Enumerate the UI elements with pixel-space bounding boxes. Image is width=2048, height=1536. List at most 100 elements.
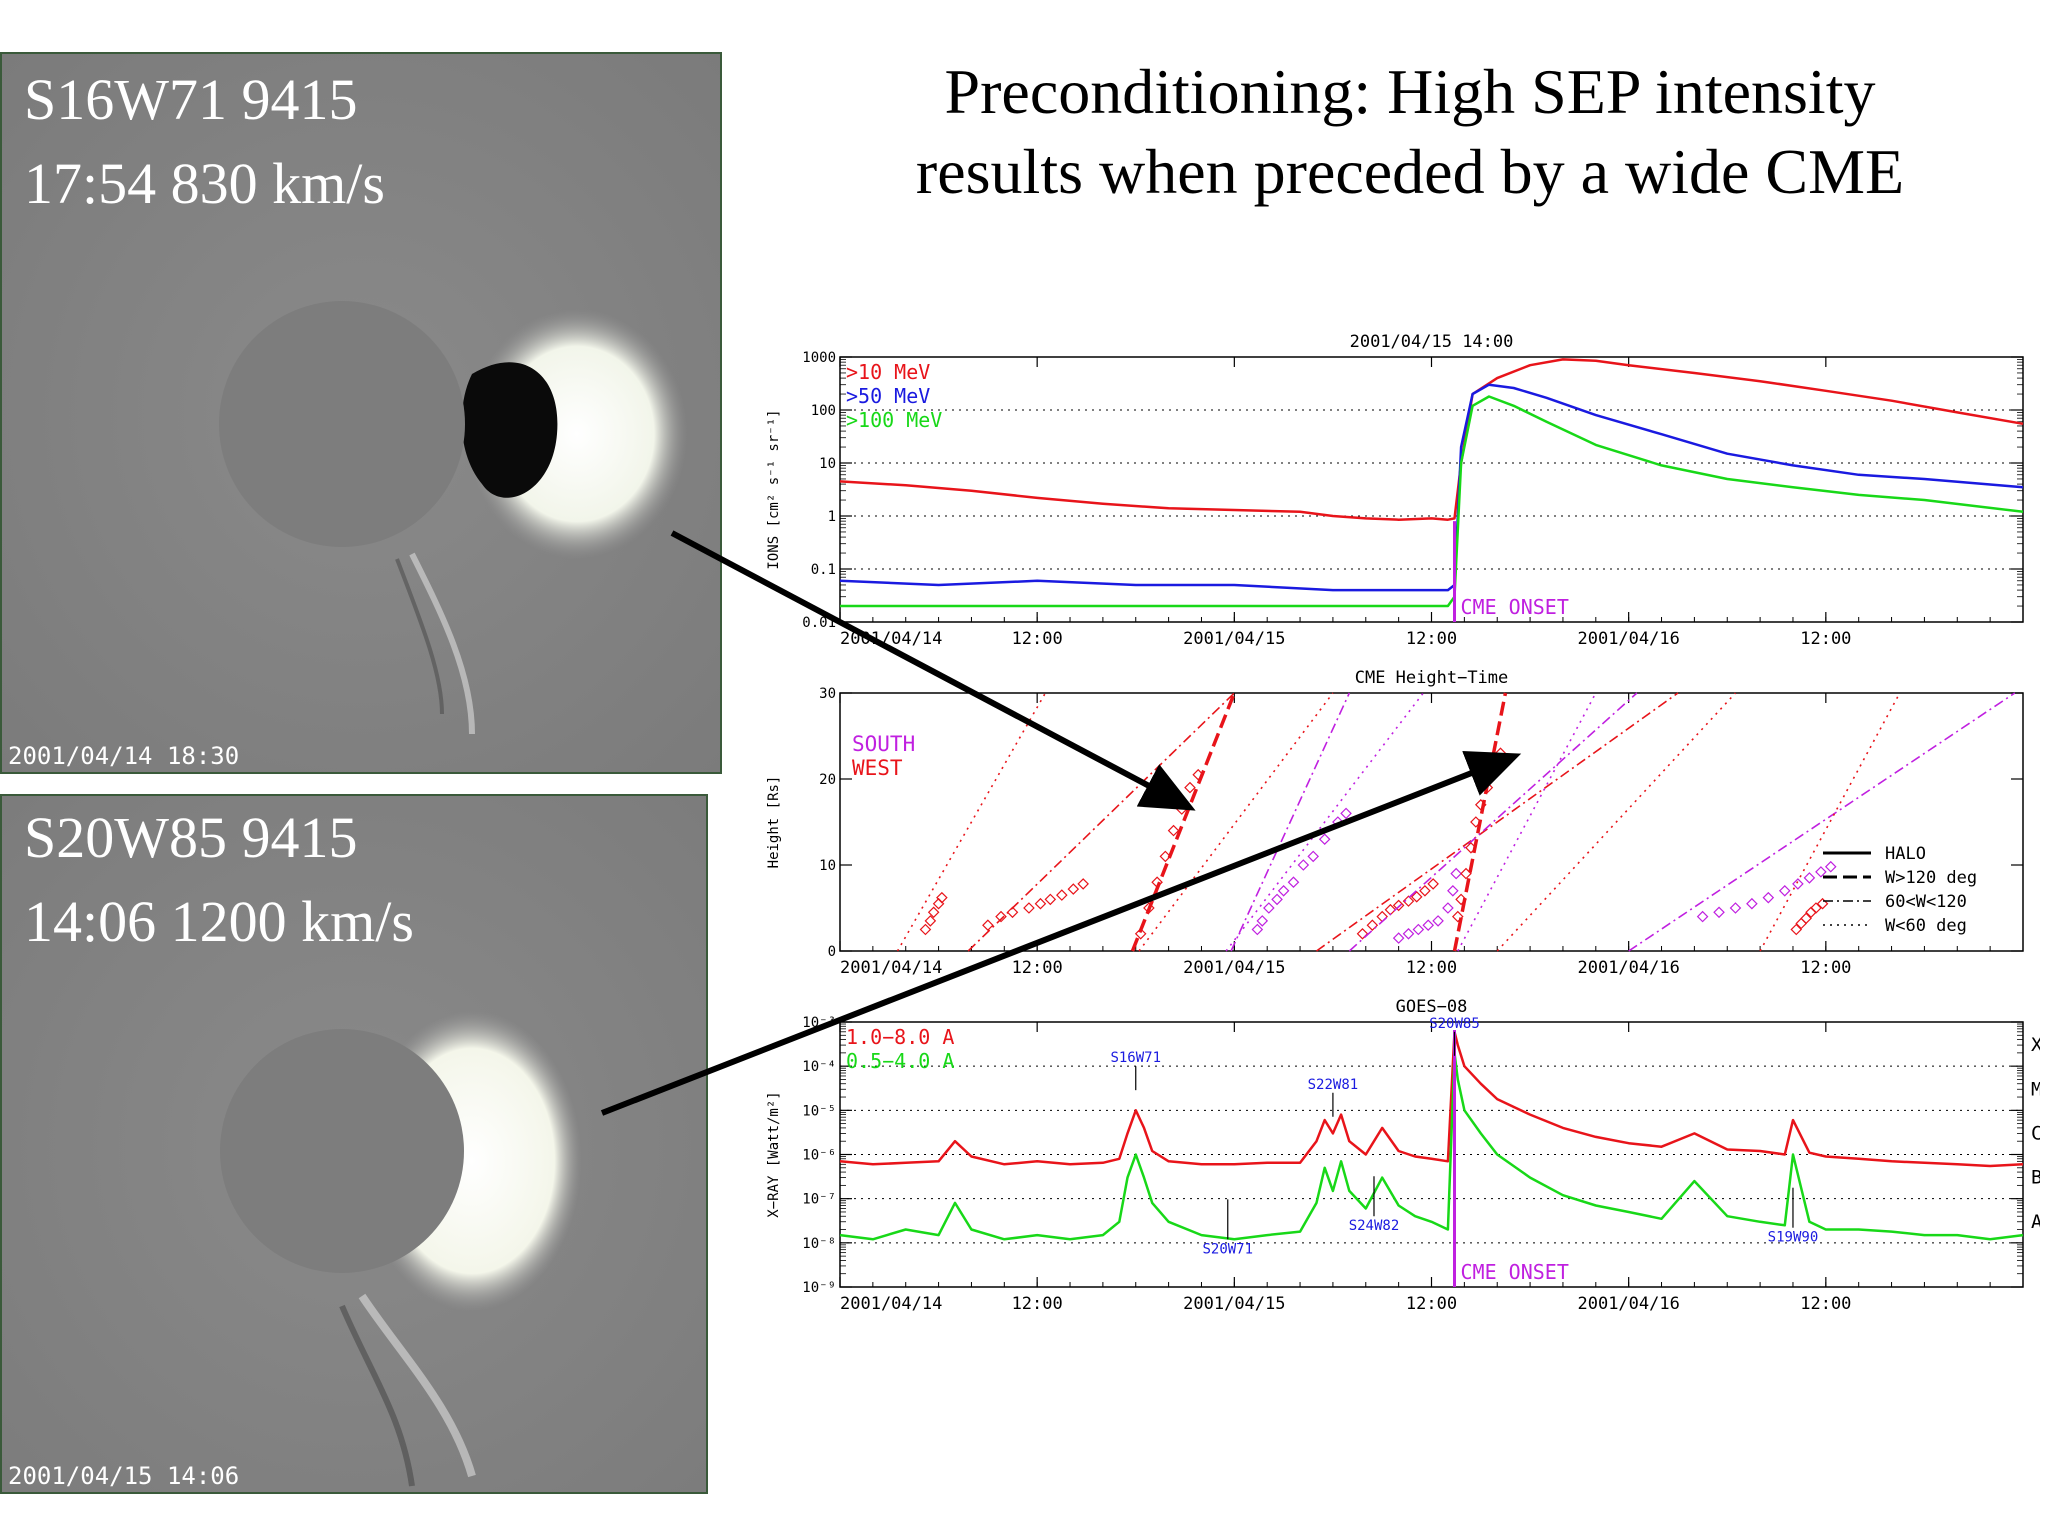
- plot2-cme-point: [1746, 897, 1758, 910]
- coronagraph-image-2-caption: S20W85 9415 14:06 1200 km/s: [24, 796, 414, 964]
- plot3-ytick-label: 10⁻⁹: [802, 1280, 836, 1296]
- plot2-cme-fit-4: [1138, 692, 1334, 952]
- plot2-cme-point: [1432, 915, 1444, 927]
- plot3-xtick-label: 2001/04/16: [1577, 1294, 1679, 1314]
- plot1-series-2: [839, 383, 2024, 592]
- plot2-cme-point: [1422, 919, 1435, 931]
- plot2-cme-point: [936, 891, 948, 904]
- plot1-ytick-label: 0.01: [802, 615, 836, 631]
- plot1-ytick-label: 1: [828, 509, 836, 525]
- plot2-cme-fit-5: [1230, 692, 1351, 952]
- plot2-cme-point: [1277, 885, 1290, 897]
- plot2-cme-point: [1790, 923, 1803, 936]
- plot3-legend-2: 0.5−4.0 A: [846, 1049, 954, 1073]
- plot3-ytick-label: 10⁻⁸: [802, 1236, 836, 1252]
- plot2-cme-point: [1263, 902, 1275, 914]
- plot1-ytick-label: 1000: [802, 350, 836, 366]
- plot2-cme-point: [1376, 910, 1389, 923]
- plot2-xtick-label: 2001/04/16: [1577, 958, 1679, 978]
- plot2-region-label-2: WEST: [852, 756, 903, 780]
- plot2-legend-1: HALO: [1885, 844, 1926, 864]
- plot1-xtick-label: 2001/04/16: [1577, 629, 1679, 649]
- plot2-cme-point: [1800, 912, 1812, 925]
- coronagraph-image-2-picture: [2, 796, 706, 1492]
- plot2-region-label-1: SOUTH: [852, 732, 915, 756]
- plot2-cme-point: [1251, 923, 1264, 936]
- coronagraph-image-2: S20W85 9415 14:06 1200 km/s 2001/04/15 1…: [0, 794, 708, 1494]
- plot2-cme-point: [1175, 803, 1188, 815]
- plot3-frame: [839, 1021, 2024, 1288]
- plot1-ytick-label: 100: [811, 403, 836, 419]
- plot1-series-3: [840, 395, 2024, 608]
- plot3-xtick-label: 12:00: [1012, 1294, 1063, 1314]
- plot2-cme-fit-12: [1628, 692, 2016, 952]
- plot3-series-2: [839, 1051, 2024, 1241]
- plot3-legend-1: 1.0−8.0 A: [846, 1025, 954, 1049]
- plot2-cme-point: [1792, 878, 1804, 890]
- plot2-cme-point: [919, 923, 932, 936]
- plot2-cme-point: [1795, 917, 1807, 930]
- plot3-flare-label-4: S24W82: [1349, 1218, 1400, 1234]
- plot2-cme-point: [982, 919, 994, 931]
- plot2-legend-4: W<60 deg: [1885, 916, 1967, 936]
- plot2-ytick-label: 0: [828, 944, 836, 960]
- plot1-onset-label: CME ONSET: [1461, 595, 1569, 619]
- plot2-ytick-label: 20: [819, 772, 836, 788]
- plot2-cme-point: [1332, 816, 1344, 828]
- plot2-cme-point: [1696, 910, 1709, 923]
- plot3-ytick-label: 10⁻⁷: [802, 1192, 836, 1208]
- plot2-cme-point: [1803, 872, 1816, 884]
- plot2-cme-point: [1419, 885, 1431, 897]
- plot1-xtick-label: 2001/04/14: [840, 629, 942, 649]
- plot2-cme-point: [1762, 891, 1775, 904]
- plot2-cme-point: [1392, 932, 1405, 944]
- plot2-cme-point: [1366, 919, 1379, 931]
- plot1-series-1: [839, 358, 2024, 521]
- plot2-legend-3: 60<W<120: [1885, 892, 1967, 912]
- slide-title-line1: Preconditioning: High SEP intensity: [944, 56, 1876, 127]
- plot2-cme-point: [1034, 897, 1047, 910]
- plot3-xtick-label: 12:00: [1800, 1294, 1851, 1314]
- coronagraph-image-1-caption: S16W71 9415 17:54 830 km/s: [24, 58, 385, 226]
- plot2-cme-point: [1494, 747, 1507, 759]
- plot1-xtick-label: 12:00: [1012, 629, 1063, 649]
- coronagraph-image-1-location: S16W71 9415: [24, 67, 358, 132]
- plot2-cme-point: [1271, 893, 1283, 906]
- plot2-cme-point: [1318, 833, 1331, 845]
- plot2-cme-point: [1023, 902, 1035, 914]
- slide-title: Preconditioning: High SEP intensity resu…: [840, 52, 1980, 212]
- plot2-cme-fit-1: [896, 692, 1047, 952]
- plot2-cme-point: [1427, 878, 1439, 890]
- plot2-cme-fit-6: [1225, 692, 1424, 952]
- plot2-cme-point: [1447, 885, 1459, 897]
- plot2-cme-point: [1044, 893, 1057, 906]
- plot2-xtick-label: 2001/04/14: [840, 958, 942, 978]
- plot2-cme-point: [1729, 902, 1742, 914]
- plot2-cme-point: [1184, 781, 1196, 794]
- slide-title-line2: results when preceded by a wide CME: [915, 136, 1905, 207]
- plot2-cme-point: [1056, 889, 1068, 901]
- plot1-xtick-label: 12:00: [1406, 629, 1457, 649]
- plot2-cme-fit-13: [1759, 692, 1901, 952]
- coronagraph-image-1: S16W71 9415 17:54 830 km/s 2001/04/14 18…: [0, 52, 722, 774]
- coronagraph-image-2-timestamp: 2001/04/15 14:06: [8, 1462, 240, 1490]
- plot3-class-label-A: A: [2031, 1211, 2040, 1233]
- plot3-title: GOES−08: [1396, 997, 1468, 1017]
- plot3-flare-label-5: S20W71: [1202, 1241, 1253, 1257]
- plot2-cme-fit-11: [1496, 692, 1737, 952]
- plot2-xtick-label: 12:00: [1406, 958, 1457, 978]
- plot2-cme-point: [932, 897, 945, 910]
- plot2-cme-point: [1442, 902, 1454, 914]
- plot3-flare-label-2: S22W81: [1308, 1077, 1359, 1093]
- plot2-cme-point: [1778, 885, 1791, 897]
- coronagraph-image-2-location: S20W85 9415: [24, 805, 358, 870]
- plot1-title: 2001/04/15 14:00: [1350, 332, 1514, 352]
- plot1-xtick-label: 12:00: [1800, 629, 1851, 649]
- plot2-legend-2: W>120 deg: [1885, 868, 1977, 888]
- plot3-ytick-label: 10⁻⁵: [802, 1103, 836, 1119]
- plot3-xtick-label: 2001/04/14: [840, 1294, 942, 1314]
- plot1-ytick-label: 10: [819, 456, 836, 472]
- plot3-flare-label-1: S16W71: [1110, 1050, 1161, 1066]
- plot2-cme-point: [1412, 923, 1425, 936]
- plot2-cme-point: [1077, 878, 1089, 890]
